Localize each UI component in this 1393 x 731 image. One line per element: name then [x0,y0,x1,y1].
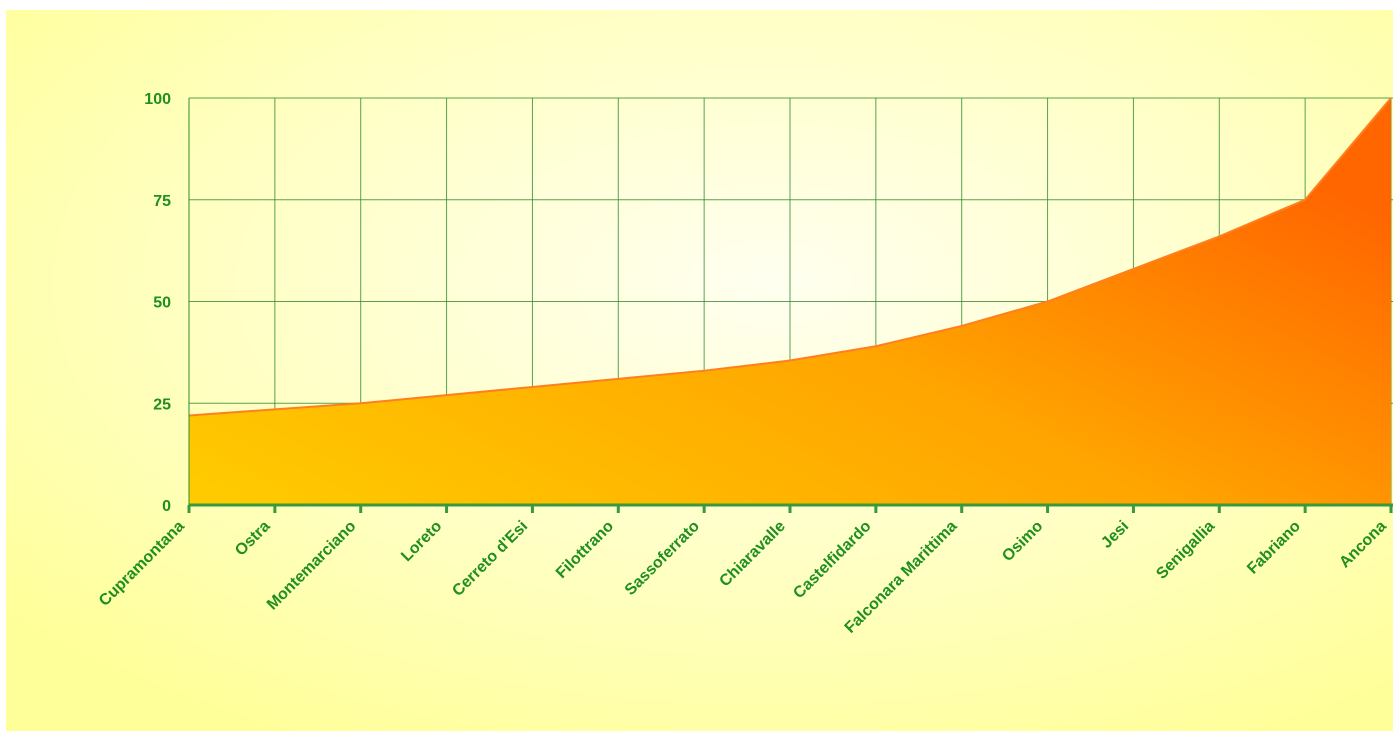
y-tick-label-50: 50 [153,295,171,312]
area-fill [189,98,1391,505]
chart-frame: 0 25 50 75 100 Cupramontana Ostra Montemarcian… [6,10,1393,731]
axes [187,98,1393,513]
y-tick-label-100: 100 [144,91,171,108]
y-tick-labels: 0 25 50 75 100 [144,91,171,515]
y-tick-label-0: 0 [162,498,171,515]
y-tick-label-25: 25 [153,396,171,413]
y-tick-label-75: 75 [153,193,171,210]
